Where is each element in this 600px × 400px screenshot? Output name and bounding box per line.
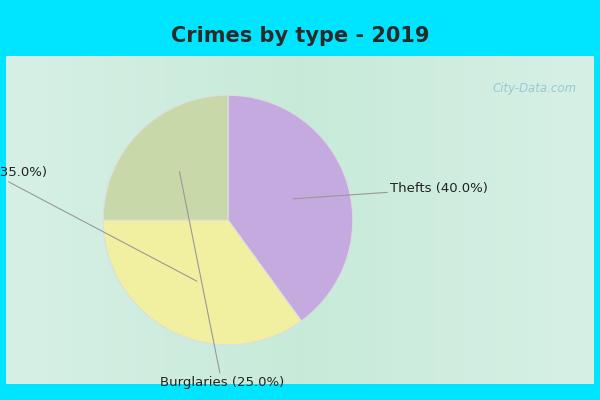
- Wedge shape: [103, 220, 301, 345]
- Wedge shape: [228, 95, 353, 321]
- Wedge shape: [103, 95, 228, 220]
- Text: City-Data.com: City-Data.com: [492, 82, 577, 95]
- Text: Thefts (40.0%): Thefts (40.0%): [293, 182, 488, 199]
- Text: Crimes by type - 2019: Crimes by type - 2019: [171, 26, 429, 46]
- Text: Assaults (35.0%): Assaults (35.0%): [0, 166, 197, 281]
- Text: Burglaries (25.0%): Burglaries (25.0%): [160, 172, 284, 389]
